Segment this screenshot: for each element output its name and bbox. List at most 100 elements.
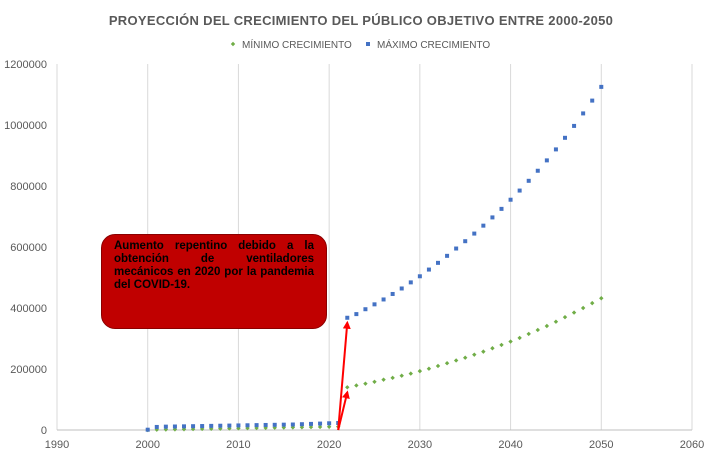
data-point-min-2038 bbox=[490, 346, 495, 351]
data-point-max-2035 bbox=[463, 239, 468, 244]
data-point-max-2007 bbox=[209, 423, 214, 428]
x-tick-label-2000: 2000 bbox=[135, 439, 159, 451]
data-point-min-2031 bbox=[426, 366, 432, 371]
data-point-max-2011 bbox=[245, 423, 250, 428]
data-point-min-2011 bbox=[245, 425, 250, 431]
data-point-max-2014 bbox=[272, 422, 277, 427]
data-point-min-2041 bbox=[517, 335, 522, 341]
y-tick-label-800000: 800000 bbox=[10, 181, 47, 193]
data-point-max-2001 bbox=[154, 424, 159, 429]
data-point-min-2042 bbox=[526, 331, 531, 337]
data-point-max-2016 bbox=[290, 422, 295, 427]
data-point-max-2033 bbox=[445, 253, 450, 258]
data-point-max-2006 bbox=[200, 424, 205, 429]
data-point-max-2049 bbox=[590, 98, 595, 103]
data-point-max-2048 bbox=[581, 111, 586, 116]
legend: MÍNIMO CRECIMIENTO MÁXIMO CRECIMIENTO bbox=[230, 38, 490, 51]
data-point-min-2026 bbox=[381, 377, 386, 382]
data-point-min-2049 bbox=[590, 300, 595, 306]
annotation-arrows bbox=[337, 320, 351, 431]
data-point-min-2033 bbox=[444, 361, 450, 366]
data-point-max-2032 bbox=[436, 260, 440, 265]
data-point-max-2046 bbox=[563, 135, 567, 140]
data-point-max-2041 bbox=[517, 188, 522, 193]
data-point-min-2045 bbox=[553, 319, 559, 324]
y-tick-label-1000000: 1000000 bbox=[4, 120, 47, 132]
data-point-min-2037 bbox=[481, 349, 486, 354]
data-point-min-2027 bbox=[390, 375, 395, 381]
data-point-min-2046 bbox=[562, 314, 568, 320]
data-point-max-2013 bbox=[263, 422, 268, 427]
data-point-max-2031 bbox=[426, 267, 431, 272]
data-point-max-2022 bbox=[345, 315, 350, 320]
data-point-min-2024 bbox=[363, 381, 368, 386]
legend-marker-max bbox=[366, 42, 370, 46]
data-point-min-2048 bbox=[580, 305, 586, 311]
x-tick-label-2020: 2020 bbox=[317, 439, 341, 451]
data-point-max-2019 bbox=[318, 421, 323, 426]
x-tick-label-2030: 2030 bbox=[408, 439, 432, 451]
data-point-min-2043 bbox=[535, 327, 540, 333]
data-point-min-2035 bbox=[463, 355, 468, 360]
data-point-max-2025 bbox=[372, 302, 377, 307]
data-point-min-2023 bbox=[354, 383, 359, 388]
data-point-min-2040 bbox=[508, 339, 513, 344]
data-point-max-2044 bbox=[544, 158, 549, 163]
legend-label-1: MÁXIMO CRECIMIENTO bbox=[377, 38, 490, 51]
annotation-arrow-1 bbox=[337, 390, 350, 431]
data-point-min-2030 bbox=[417, 368, 423, 374]
data-point-min-2002 bbox=[163, 427, 169, 432]
data-point-max-2042 bbox=[526, 178, 531, 183]
data-point-min-2018 bbox=[308, 424, 314, 430]
data-point-max-2003 bbox=[172, 424, 177, 429]
x-tick-label-2050: 2050 bbox=[589, 439, 613, 451]
data-point-max-2036 bbox=[472, 231, 477, 236]
data-point-min-2019 bbox=[317, 424, 323, 430]
data-point-max-2020 bbox=[327, 421, 332, 426]
data-point-max-2024 bbox=[363, 307, 368, 312]
data-point-max-2026 bbox=[381, 297, 386, 302]
data-point-max-2030 bbox=[417, 274, 422, 279]
x-tick-label-2040: 2040 bbox=[498, 439, 522, 451]
data-point-max-2002 bbox=[163, 424, 168, 429]
data-point-max-2038 bbox=[490, 215, 495, 220]
series-1 bbox=[145, 84, 604, 432]
y-tick-label-0: 0 bbox=[41, 425, 47, 437]
x-tick-label-2060: 2060 bbox=[680, 439, 704, 451]
annotation-arrow-0 bbox=[337, 320, 351, 431]
data-point-min-2050 bbox=[599, 296, 604, 301]
data-point-min-2044 bbox=[544, 323, 550, 329]
data-point-min-2022 bbox=[345, 385, 350, 390]
y-tick-label-1200000: 1200000 bbox=[4, 59, 47, 71]
data-point-min-2036 bbox=[472, 352, 477, 357]
data-point-max-2015 bbox=[281, 422, 286, 427]
data-point-max-2005 bbox=[191, 424, 196, 429]
chart-title: PROYECCIÓN DEL CRECIMIENTO DEL PÚBLICO O… bbox=[109, 13, 613, 28]
data-point-max-2012 bbox=[254, 423, 259, 428]
data-point-max-2034 bbox=[454, 246, 459, 251]
data-point-min-2029 bbox=[408, 371, 413, 376]
data-point-max-2023 bbox=[354, 312, 359, 317]
data-point-min-2009 bbox=[227, 426, 232, 431]
data-point-min-2034 bbox=[453, 358, 459, 363]
data-point-max-2009 bbox=[227, 423, 232, 428]
data-point-min-2039 bbox=[499, 342, 504, 348]
data-point-max-2047 bbox=[572, 123, 577, 128]
axes: 1990 2000 2010 2020 2030 2040 2050 2060 0 200000 4… bbox=[4, 59, 704, 451]
data-point-max-2008 bbox=[218, 423, 223, 428]
data-point-max-2043 bbox=[535, 168, 540, 173]
data-point-min-2047 bbox=[571, 310, 577, 315]
data-point-max-2027 bbox=[390, 291, 395, 296]
data-point-max-2050 bbox=[599, 84, 604, 89]
x-tick-label-2010: 2010 bbox=[226, 439, 250, 451]
data-point-max-2004 bbox=[182, 424, 186, 429]
data-point-max-2029 bbox=[408, 280, 413, 285]
data-point-max-2039 bbox=[499, 206, 504, 211]
data-point-max-2028 bbox=[399, 286, 404, 291]
y-tick-label-600000: 600000 bbox=[10, 242, 47, 254]
data-point-max-2040 bbox=[508, 197, 513, 202]
data-point-max-2010 bbox=[236, 423, 241, 428]
plot-area bbox=[145, 84, 604, 433]
